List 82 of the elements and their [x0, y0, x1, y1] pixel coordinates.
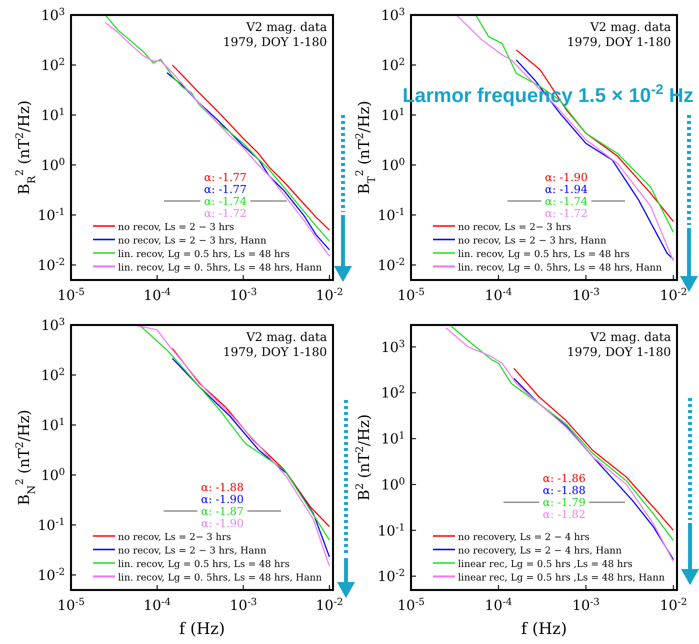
annotation: α: -1.88	[542, 484, 586, 498]
legend-label: no recovery, Ls = 2 − 4 hrs	[458, 532, 590, 543]
legend-label: no recov, Ls = 2− 3 hrs	[118, 532, 232, 543]
legend-label: no recovery, Ls = 2 − 4 hrs, Hann	[458, 546, 622, 556]
annotation: α: -1.88	[200, 481, 244, 494]
y-tick-label: 10$^{0}$	[380, 476, 405, 494]
legend-label: no recov, Ls = 2 − 3 hrs, Hann	[118, 546, 266, 556]
x-tick-label: 10$^{-3}$	[230, 596, 257, 614]
y-tick-label: 10$^{0}$	[40, 156, 65, 174]
y-tick-label: 10$^{0}$	[40, 466, 65, 484]
x-tick-label: 10$^{-2}$	[316, 596, 344, 614]
x-tick-label: 10$^{-3}$	[572, 596, 600, 614]
annotation: 1979, DOY 1-180	[567, 345, 671, 359]
annotation: α: -1.74	[204, 195, 247, 208]
legend-label: lin. recov, Lg = 0. 5hrs, Ls = 48 hrs, Hann	[118, 262, 322, 274]
legend-label: lin. recov, Lg = 0. 5hrs, Ls = 48 hrs, Hann	[118, 572, 322, 584]
x-tick-label: 10$^{-2}$	[660, 286, 688, 304]
x-tick-label: 10$^{-5}$	[57, 286, 85, 304]
x-tick-label: 10$^{-3}$	[230, 286, 257, 304]
annotation: V2 mag. data	[245, 330, 327, 344]
y-tick-label: 10$^{-1}$	[38, 516, 65, 534]
y-tick-label: 10$^{-2}$	[38, 256, 65, 274]
annotation: α: -1.94	[544, 183, 588, 196]
annotation: α: -1.74	[544, 195, 588, 208]
x-tick-label: 10$^{-4}$	[484, 596, 512, 614]
legend-label: no recov, Ls = 2 − 3 hrs, Hann	[458, 236, 606, 246]
legend-label: no recov, Ls = 2− 3 hrs	[458, 222, 572, 233]
annotation: 1979, DOY 1-180	[223, 35, 327, 49]
x-axis-title: f (Hz)	[521, 619, 567, 638]
legend-label: lin. recov, Lg = 0.5 hrs, Ls = 48 hrs	[118, 559, 290, 570]
x-tick-label: 10$^{-5}$	[57, 596, 85, 614]
y-tick-label: 10$^{3}$	[40, 316, 65, 334]
x-tick-label: 10$^{-4}$	[484, 286, 512, 304]
y-tick-label: 10$^{3}$	[380, 338, 405, 356]
x-tick-label: 10$^{-2}$	[316, 286, 344, 304]
y-tick-label: 10$^{2}$	[380, 384, 405, 402]
annotation: α: -1.87	[200, 505, 244, 518]
y-tick-label: 10$^{-2}$	[38, 566, 65, 584]
legend-label: no recov, Ls = 2 − 3 hrs	[118, 222, 234, 233]
legend-label: linear rec, Lg = 0.5 hrs ,Ls = 48 hrs	[458, 559, 633, 570]
y-tick-label: 10$^{-1}$	[378, 522, 405, 540]
y-tick-label: 10$^{1}$	[380, 430, 405, 448]
legend-label: no recov, Ls = 2 − 3 hrs, Hann	[118, 236, 266, 246]
y-tick-label: 10$^{-2}$	[378, 568, 405, 586]
y-tick-label: 10$^{-2}$	[378, 256, 405, 274]
annotation: α: -1.90	[200, 517, 244, 530]
y-tick-label: 10$^{-1}$	[378, 206, 405, 224]
annotation: α: -1.90	[200, 493, 244, 506]
y-tick-label: 10$^{2}$	[380, 56, 405, 74]
y-tick-label: 10$^{1}$	[40, 416, 65, 434]
x-tick-label: 10$^{-3}$	[572, 286, 600, 304]
y-tick-label: 10$^{1}$	[40, 106, 65, 124]
annotation: V2 mag. data	[589, 330, 671, 344]
x-axis-title: f (Hz)	[179, 619, 225, 638]
annotation: α: -1.90	[544, 171, 588, 184]
annotation: α: -1.82	[542, 508, 586, 522]
annotation: α: -1.77	[204, 171, 247, 184]
x-tick-label: 10$^{-4}$	[143, 286, 171, 304]
x-tick-label: 10$^{-2}$	[660, 596, 688, 614]
y-tick-label: 10$^{2}$	[40, 366, 65, 384]
annotation: α: -1.72	[544, 207, 588, 220]
x-tick-label: 10$^{-5}$	[397, 286, 425, 304]
annotation: V2 mag. data	[245, 20, 327, 34]
annotation: 1979, DOY 1-180	[223, 345, 327, 359]
y-tick-label: 10$^{-1}$	[38, 206, 65, 224]
y-tick-label: 10$^{3}$	[40, 6, 65, 24]
annotation: α: -1.86	[542, 472, 586, 486]
annotation: α: -1.72	[204, 207, 247, 220]
annotation: 1979, DOY 1-180	[567, 35, 671, 49]
x-tick-label: 10$^{-4}$	[143, 596, 171, 614]
legend-label: lin. recov, Lg = 0. 5hrs, Ls = 48 hrs, Hann	[458, 262, 662, 274]
legend-label: lin. recov, Lg = 0.5 hrs, Ls = 48 hrs	[458, 249, 630, 260]
annotation: α: -1.77	[204, 183, 247, 196]
y-tick-label: 10$^{0}$	[380, 156, 405, 174]
annotation: V2 mag. data	[589, 20, 671, 34]
x-tick-label: 10$^{-5}$	[397, 596, 425, 614]
annotation: α: -1.79	[542, 496, 586, 510]
legend-label: lin. recov, Lg = 0.5 hrs, Ls = 48 hrs	[118, 249, 290, 260]
y-tick-label: 10$^{2}$	[40, 56, 65, 74]
y-tick-label: 10$^{3}$	[380, 6, 405, 24]
y-tick-label: 10$^{1}$	[380, 106, 405, 124]
legend-label: linear rec, Lg = 0.5 hrs ,Ls = 48 hrs, Hann	[458, 572, 665, 584]
